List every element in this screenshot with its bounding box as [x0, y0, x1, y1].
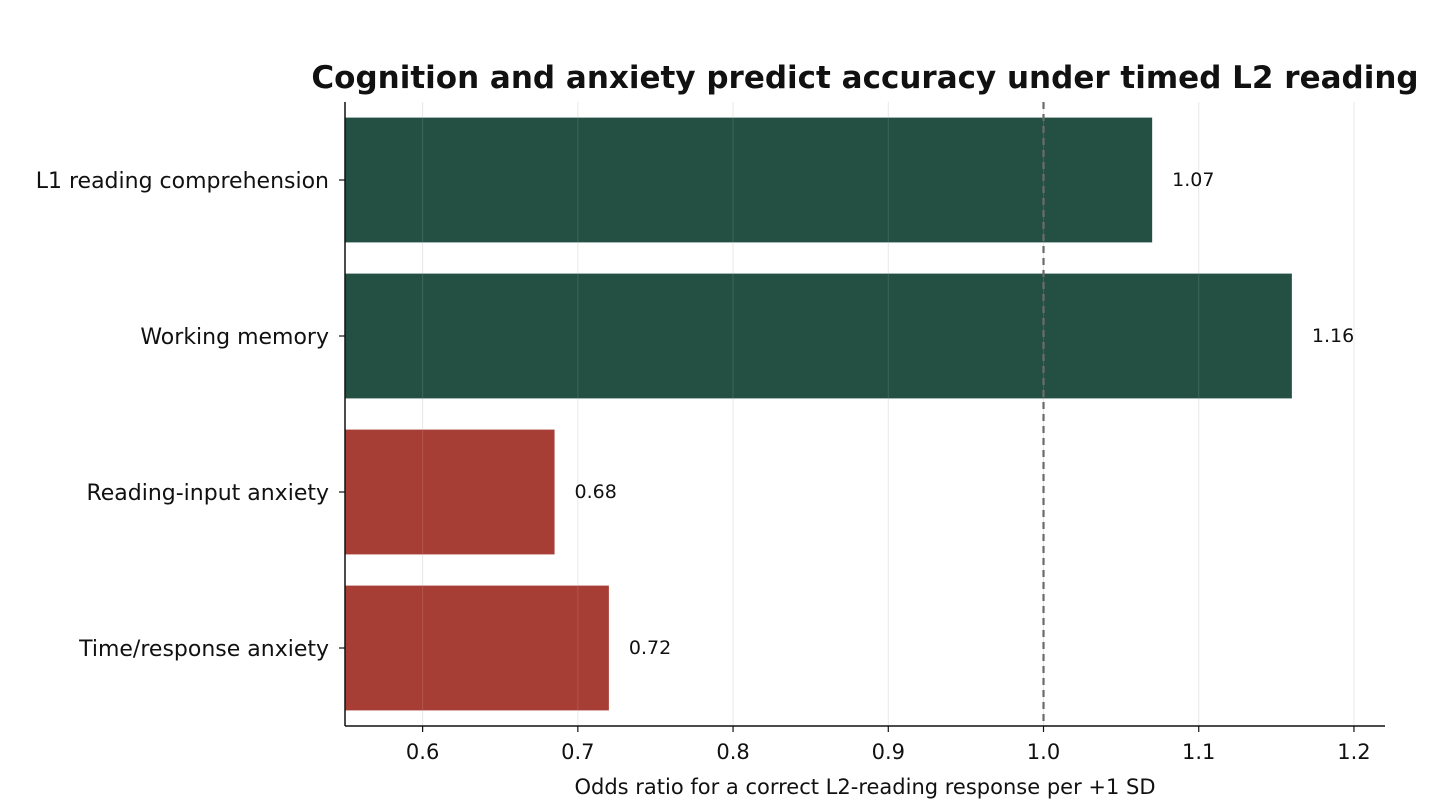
bar — [345, 273, 1292, 399]
bar — [345, 585, 609, 711]
bar — [345, 117, 1153, 243]
x-tick-label: 0.8 — [716, 740, 749, 764]
y-tick-label: Reading-input anxiety — [86, 481, 329, 506]
data-label: 0.72 — [629, 637, 671, 659]
y-tick-label: L1 reading comprehension — [36, 169, 329, 194]
x-axis-label: Odds ratio for a correct L2-reading resp… — [574, 775, 1155, 799]
data-label: 0.68 — [575, 481, 617, 503]
x-tick-label: 0.9 — [872, 740, 905, 764]
y-tick-label: Time/response anxiety — [78, 637, 329, 662]
data-label: 1.07 — [1172, 169, 1214, 191]
x-tick-label: 1.1 — [1182, 740, 1215, 764]
axes: L1 reading comprehension Working memory Re… — [36, 102, 1385, 764]
y-tick-label: Working memory — [140, 325, 329, 350]
x-tick-label: 0.7 — [561, 740, 594, 764]
data-labels: 1.07 1.16 0.68 0.72 — [575, 169, 1355, 659]
bar — [345, 429, 555, 555]
data-label: 1.16 — [1312, 325, 1354, 347]
x-tick-label: 1.0 — [1027, 740, 1060, 764]
x-tick-label: 0.6 — [406, 740, 439, 764]
x-tick-label: 1.2 — [1337, 740, 1370, 764]
bars — [345, 117, 1292, 711]
chart-title: Cognition and anxiety predict accuracy u… — [311, 60, 1418, 96]
